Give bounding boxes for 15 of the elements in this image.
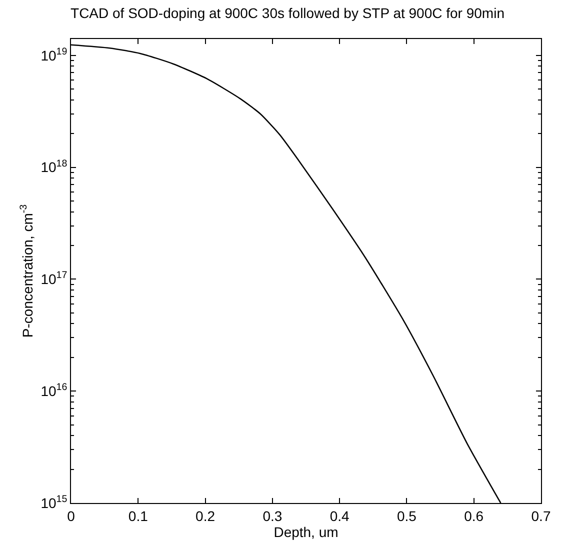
x-tick-label: 0.7 [531,508,551,524]
x-tick-label: 0.4 [330,508,350,524]
x-tick-label: 0.6 [464,508,484,524]
y-tick-label: 10$^{17}$ [40,270,68,288]
y-tick-label: 10$^{15}$ [40,494,68,511]
y-tick-label: 10$^{16}$ [40,382,68,399]
x-tick-label: 0.1 [128,508,148,524]
x-tick-label: 0 [67,508,76,524]
y-tick-label: 10$^{18}$ [40,158,68,176]
x-tick-label: 0.3 [262,508,282,524]
chart-title: TCAD of SOD-doping at 900C 30s followed by STP at 900C for 90min [70,5,504,22]
x-axis-title: Depth, um [274,524,338,540]
y-tick-label: 10$^{19}$ [40,46,68,64]
x-tick-label: 0.5 [396,508,417,524]
x-tick-label: 0.2 [196,508,216,524]
